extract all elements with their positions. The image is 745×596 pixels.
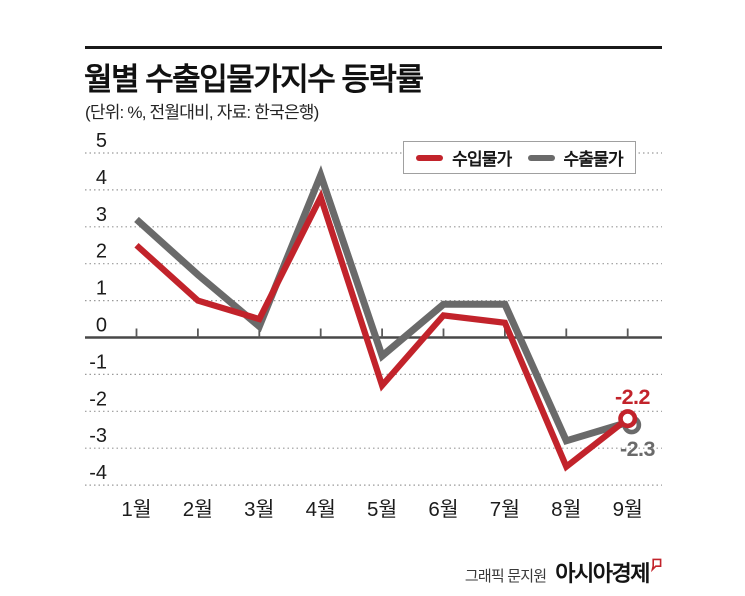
y-axis-label: 2 (96, 241, 107, 263)
x-axis-label: 9월 (613, 498, 643, 521)
export-value-label: -2.3 (620, 437, 656, 461)
export-line-swatch-icon (527, 154, 555, 161)
y-axis-label: -4 (89, 462, 107, 484)
import-endpoint-marker (618, 409, 638, 429)
x-axis-label: 2월 (183, 498, 213, 521)
x-axis-label: 6월 (428, 498, 458, 521)
x-axis-label: 1월 (121, 498, 151, 521)
x-axis-label: 8월 (551, 498, 581, 521)
import-line-swatch-icon (416, 154, 444, 161)
footer-credit-line: 그래픽 문지원 아시아경제 (465, 556, 662, 588)
y-axis-label: -3 (89, 425, 107, 447)
y-axis-label: 4 (96, 167, 107, 189)
page-title: 월별 수출입물가지수 등락률 (84, 62, 424, 97)
chart-legend: 수입물가 수출물가 (403, 141, 636, 174)
y-axis-label: 5 (96, 130, 107, 152)
x-axis-label: 5월 (367, 498, 397, 521)
y-axis-label: 1 (96, 278, 107, 300)
import-value-label: -2.2 (615, 385, 651, 409)
chart-subtitle: (단위: %, 전월대비, 자료: 한국은행) (85, 103, 319, 122)
legend-item-import: 수입물가 (416, 145, 512, 170)
graphic-credit: 그래픽 문지원 (464, 568, 547, 585)
x-axis-label: 4월 (306, 498, 336, 521)
x-axis-label: 3월 (244, 498, 274, 521)
y-axis-label: 0 (96, 315, 107, 337)
y-axis-label: 3 (96, 204, 107, 226)
y-axis-label: -1 (89, 351, 107, 373)
import-price-line (134, 189, 630, 472)
legend-label-import: 수입물가 (452, 150, 512, 169)
top-rule-divider (85, 46, 662, 49)
publisher-logo-text: 아시아경제 (555, 561, 650, 586)
x-axis-label: 7월 (490, 498, 520, 521)
legend-item-export: 수출물가 (527, 145, 624, 170)
y-axis-label: -2 (89, 388, 107, 410)
publisher-flag-icon (650, 558, 662, 577)
export-price-line (134, 165, 629, 446)
legend-label-export: 수출물가 (563, 150, 624, 169)
